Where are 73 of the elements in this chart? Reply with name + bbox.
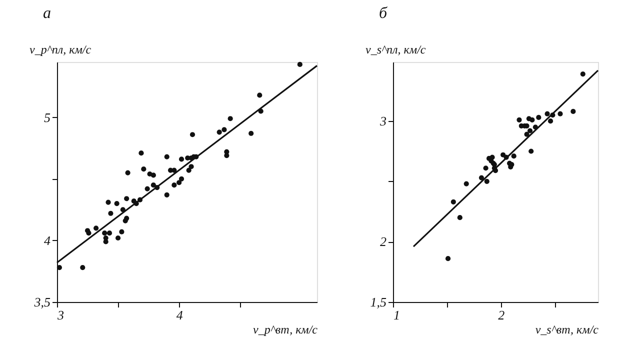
point: [558, 111, 563, 116]
point: [150, 172, 156, 178]
point: [490, 154, 495, 160]
point: [536, 114, 542, 120]
y-tick-label: 3,5: [33, 294, 51, 310]
point: [115, 235, 121, 241]
point: [94, 226, 99, 231]
point: [478, 175, 484, 180]
point: [528, 148, 534, 154]
point: [548, 118, 554, 124]
point: [150, 182, 156, 188]
point: [86, 230, 92, 236]
point: [56, 264, 62, 270]
point: [172, 168, 177, 173]
point: [248, 130, 254, 136]
point: [530, 117, 535, 122]
point: [464, 181, 469, 186]
y-tick-label: 3: [379, 114, 387, 129]
point: [500, 152, 506, 158]
point: [176, 180, 182, 186]
point: [297, 62, 302, 68]
point: [125, 170, 130, 176]
point: [483, 166, 488, 171]
point: [570, 108, 576, 114]
point: [141, 166, 146, 172]
point: [119, 229, 124, 234]
point: [222, 127, 227, 132]
point: [124, 216, 130, 221]
point: [190, 132, 196, 138]
point: [228, 116, 233, 122]
point: [102, 230, 108, 236]
point: [527, 128, 533, 134]
point: [114, 200, 120, 206]
point: [450, 199, 456, 204]
x-tick-label: 4: [176, 308, 184, 322]
point: [103, 239, 108, 244]
point: [178, 176, 184, 182]
y-axis-title: v_p^пл, км/с: [30, 42, 92, 56]
point: [164, 192, 170, 198]
point: [484, 178, 490, 184]
point: [544, 111, 550, 116]
point: [108, 210, 114, 216]
point: [178, 156, 184, 162]
point: [138, 150, 144, 156]
point: [457, 215, 462, 220]
y-tick-label: 4: [44, 232, 51, 248]
point: [144, 186, 150, 192]
point: [80, 264, 86, 270]
point: [516, 117, 522, 122]
y-tick-label: 5: [44, 110, 51, 125]
point: [257, 92, 262, 98]
point: [106, 200, 111, 205]
point: [106, 230, 112, 236]
x-tick-label: 1: [394, 308, 400, 322]
chart-title: а: [43, 5, 51, 22]
point: [124, 196, 130, 202]
point: [164, 154, 170, 160]
y-tick-label: 2: [380, 234, 387, 250]
point: [188, 164, 194, 170]
x-axis-title: v_s^вт, км/с: [535, 322, 600, 336]
x-tick-label: 2: [498, 308, 506, 322]
x-tick-label: 3: [56, 308, 64, 322]
point: [186, 168, 192, 173]
point: [524, 132, 530, 137]
point: [172, 182, 177, 188]
y-tick-label: 1,5: [370, 294, 387, 310]
point: [445, 256, 451, 262]
point: [216, 130, 222, 135]
y-axis-title: v_s^пл, км/с: [366, 42, 426, 56]
point: [511, 154, 516, 159]
point: [580, 72, 586, 77]
chart-title: б: [379, 5, 388, 22]
x-axis-title: v_p^вт, км/с: [253, 322, 318, 336]
